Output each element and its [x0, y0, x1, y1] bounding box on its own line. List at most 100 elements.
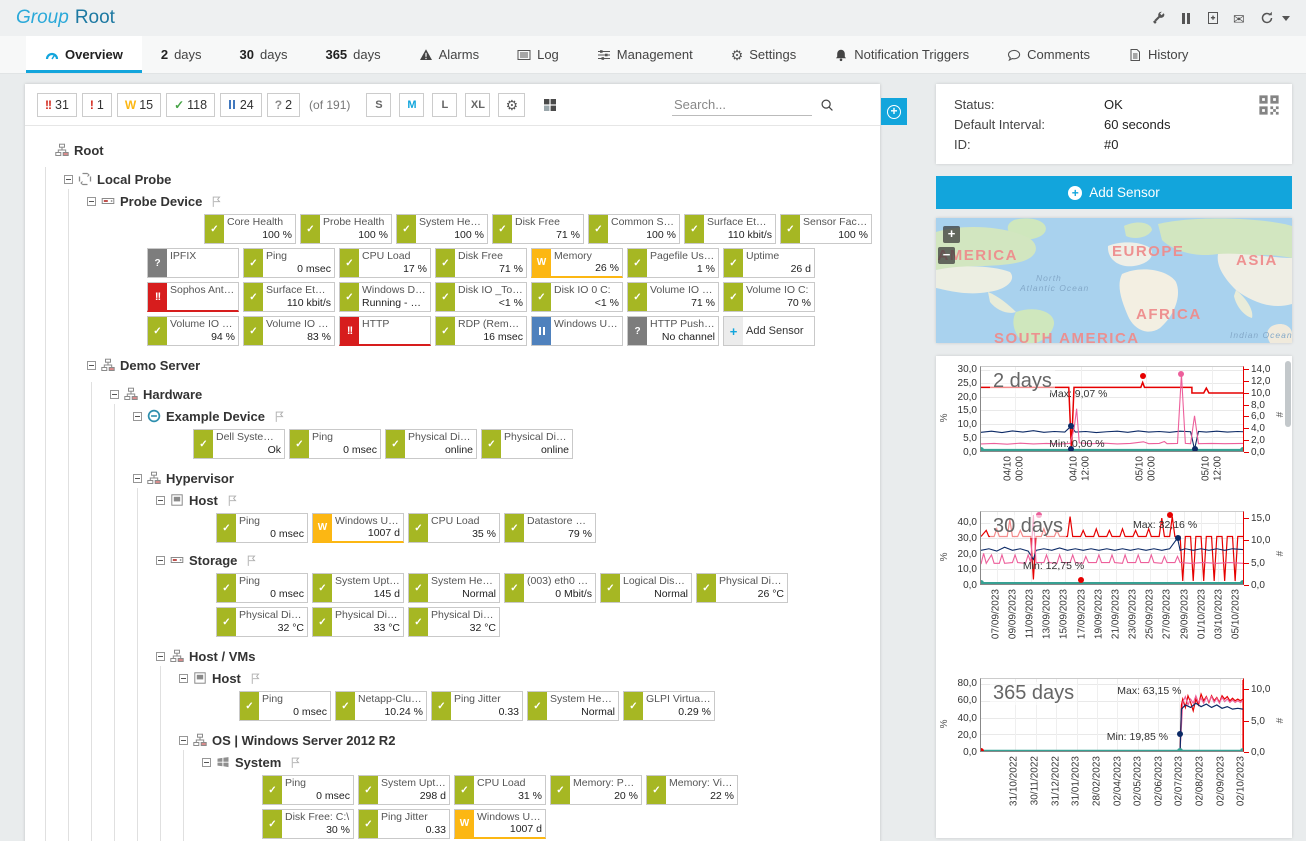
status-filter-[interactable]: ✓ 118: [166, 93, 216, 117]
sensor-tile-ping[interactable]: ✓ Ping 0 msec: [239, 691, 331, 721]
tree-node-label[interactable]: Probe Device: [120, 193, 203, 209]
pause-icon[interactable]: [1178, 10, 1194, 26]
sensor-tile-system-health[interactable]: ✓ System Health Normal: [527, 691, 619, 721]
tab-comments[interactable]: Comments: [988, 36, 1109, 73]
sensor-tile-common-saas[interactable]: ✓Common SaaS...100 %: [588, 214, 680, 244]
size-button-m[interactable]: M: [399, 93, 425, 117]
wrench-icon[interactable]: [1151, 10, 1167, 26]
refresh-icon[interactable]: [1259, 10, 1275, 26]
add-sensor-button[interactable]: + Add Sensor: [936, 176, 1292, 209]
tree-node-label[interactable]: Storage: [189, 552, 238, 568]
sensor-tile-ping[interactable]: ✓ Ping 0 msec: [216, 513, 308, 543]
tab-settings[interactable]: ⚙ Settings: [712, 36, 816, 73]
sensor-tile-ping-jitter[interactable]: ✓ Ping Jitter 0.33: [431, 691, 523, 721]
geo-map[interactable]: H AMERICA EUROPE ASIA AFRICA SOUTH AMERI…: [936, 218, 1292, 343]
sensor-tile-windows-defe[interactable]: ✓Windows Defe...Running - Up to D...: [339, 282, 431, 312]
sensor-tile-glpi-virtual-a[interactable]: ✓GLPI Virtual A...0.29 %: [623, 691, 715, 721]
sensor-tile-netapp-cluster[interactable]: ✓Netapp-Cluster...10.24 %: [335, 691, 427, 721]
email-icon[interactable]: ✉: [1232, 10, 1248, 27]
sensor-tile-physical-disk-0[interactable]: ✓Physical Disk 0...online: [385, 429, 477, 459]
collapse-toggle[interactable]: [133, 473, 142, 483]
sensor-tile-system-uptime[interactable]: ✓ System Uptime 298 d: [358, 775, 450, 805]
sensor-tile-memory[interactable]: W Memory 26 %: [531, 248, 623, 278]
sensor-tile-sophos-anti-vi[interactable]: !!Sophos Anti-Vi...: [147, 282, 239, 312]
collapse-toggle[interactable]: [156, 495, 165, 505]
sensor-tile-logical-disk-v[interactable]: ✓Logical Disk: V...Normal: [600, 573, 692, 603]
tab-30-days[interactable]: 30 days: [221, 36, 307, 73]
sensor-tile-system-uptime[interactable]: ✓ System Uptime 145 d: [312, 573, 404, 603]
sensor-tile-dell-system-he[interactable]: ✓Dell System He...Ok: [193, 429, 285, 459]
tab-notification-triggers[interactable]: Notification Triggers: [815, 36, 988, 73]
report-icon[interactable]: [1205, 10, 1221, 26]
collapse-toggle[interactable]: [87, 196, 96, 206]
chart-plot-area[interactable]: Max: 9,07 % Min: 0,00 % 2 days: [980, 366, 1244, 452]
sensor-tile-physical-disk[interactable]: ✓Physical Disk: ...32 °C: [408, 607, 500, 637]
collapse-toggle[interactable]: [133, 411, 142, 421]
tree-node-label[interactable]: Host: [212, 670, 241, 686]
quick-add-button[interactable]: +: [881, 98, 907, 125]
sensor-tile-physical-disk[interactable]: ✓Physical Disk: ...33 °C: [312, 607, 404, 637]
sensor-tile-disk-free-c[interactable]: ✓ Disk Free: C:\ 30 %: [262, 809, 354, 839]
tree-node-label[interactable]: Hardware: [143, 386, 203, 402]
dropdown-caret-icon[interactable]: [1282, 15, 1290, 21]
tree-node-label[interactable]: Local Probe: [97, 171, 172, 187]
sensor-tile-physical-disk[interactable]: ✓Physical Disk: ...32 °C: [216, 607, 308, 637]
tile-settings-button[interactable]: ⚙: [498, 93, 526, 117]
sensor-tile-003-eth0-traf[interactable]: ✓(003) eth0 Traf...0 Mbit/s: [504, 573, 596, 603]
collapse-toggle[interactable]: [156, 555, 165, 565]
sensor-tile-disk-io-total[interactable]: ✓ Disk IO _Total <1 %: [435, 282, 527, 312]
sensor-tile-volume-io-c[interactable]: ✓ Volume IO C: 70 %: [723, 282, 815, 312]
size-button-xl[interactable]: XL: [465, 93, 491, 117]
tree-node-label[interactable]: Hypervisor: [166, 470, 234, 486]
sensor-tile-datastore-free[interactable]: ✓Datastore Free...79 %: [504, 513, 596, 543]
sensor-tile-uptime[interactable]: ✓ Uptime 26 d: [723, 248, 815, 278]
sensor-tile-disk-free[interactable]: ✓ Disk Free 71 %: [492, 214, 584, 244]
sensor-tile-windows-upda[interactable]: Windows Upda...: [531, 316, 623, 346]
status-filter-[interactable]: ? 2: [266, 93, 301, 117]
sensor-tile-ipfix[interactable]: ? IPFIX: [147, 248, 239, 278]
search-input[interactable]: [672, 94, 812, 116]
collapse-toggle[interactable]: [64, 174, 73, 184]
sensor-tile-cpu-load[interactable]: ✓ CPU Load 31 %: [454, 775, 546, 805]
sensor-tile-memory-virtu[interactable]: ✓Memory: Virtu...22 %: [646, 775, 738, 805]
tree-node-label[interactable]: Example Device: [166, 408, 266, 424]
sensor-tile-ping[interactable]: ✓ Ping 0 msec: [216, 573, 308, 603]
tab-365-days[interactable]: 365 days: [306, 36, 399, 73]
scrollbar-thumb[interactable]: [1285, 361, 1291, 427]
tree-node-label[interactable]: System: [235, 754, 282, 770]
collapse-toggle[interactable]: [179, 735, 188, 745]
collapse-toggle[interactable]: [202, 757, 211, 767]
sensor-tile-memory-physi[interactable]: ✓Memory: Physi...20 %: [550, 775, 642, 805]
status-filter-[interactable]: !! 31: [37, 93, 77, 117]
sensor-tile-volume-io-to[interactable]: ✓Volume IO _To...71 %: [627, 282, 719, 312]
add-sensor-tile[interactable]: + Add Sensor: [723, 316, 815, 346]
size-button-l[interactable]: L: [432, 93, 458, 117]
collapse-toggle[interactable]: [110, 389, 119, 399]
qr-code-icon[interactable]: [1258, 94, 1280, 116]
sensor-tile-http-push-da[interactable]: ?HTTP Push Da...No channel: [627, 316, 719, 346]
status-filter-w[interactable]: W 15: [116, 93, 162, 117]
tab-history[interactable]: History: [1109, 36, 1207, 73]
tree-node-label[interactable]: Host / VMs: [189, 648, 256, 664]
sensor-tile-ping[interactable]: ✓ Ping 0 msec: [243, 248, 335, 278]
sensor-tile-surface-ethern[interactable]: ✓Surface Ethern...110 kbit/s: [684, 214, 776, 244]
status-filter-[interactable]: ! 1: [81, 93, 112, 117]
sensor-tile-rdp-remote[interactable]: ✓RDP (Remote ...16 msec: [435, 316, 527, 346]
sensor-tile-cpu-load[interactable]: ✓ CPU Load 35 %: [408, 513, 500, 543]
collapse-toggle[interactable]: [156, 651, 165, 661]
collapse-toggle[interactable]: [87, 360, 96, 370]
size-button-s[interactable]: S: [366, 93, 392, 117]
sensor-tile-disk-io-0-c[interactable]: ✓ Disk IO 0 C: <1 %: [531, 282, 623, 312]
sensor-tile-ping[interactable]: ✓ Ping 0 msec: [262, 775, 354, 805]
sensor-tile-physical-disk-0[interactable]: ✓Physical Disk 0...online: [481, 429, 573, 459]
sensor-tile-cpu-load[interactable]: ✓ CPU Load 17 %: [339, 248, 431, 278]
tree-node-label[interactable]: OS | Windows Server 2012 R2: [212, 732, 396, 748]
sensor-tile-volume-io-har[interactable]: ✓Volume IO Har...83 %: [243, 316, 335, 346]
sensor-tile-pagefile-usage[interactable]: ✓ Pagefile Usage 1 %: [627, 248, 719, 278]
grid-view-button[interactable]: [536, 93, 563, 117]
sensor-tile-system-health[interactable]: ✓ System Health 100 %: [396, 214, 488, 244]
sensor-tile-system-health[interactable]: ✓ System Health Normal: [408, 573, 500, 603]
map-zoom-out-button[interactable]: −: [938, 247, 955, 264]
